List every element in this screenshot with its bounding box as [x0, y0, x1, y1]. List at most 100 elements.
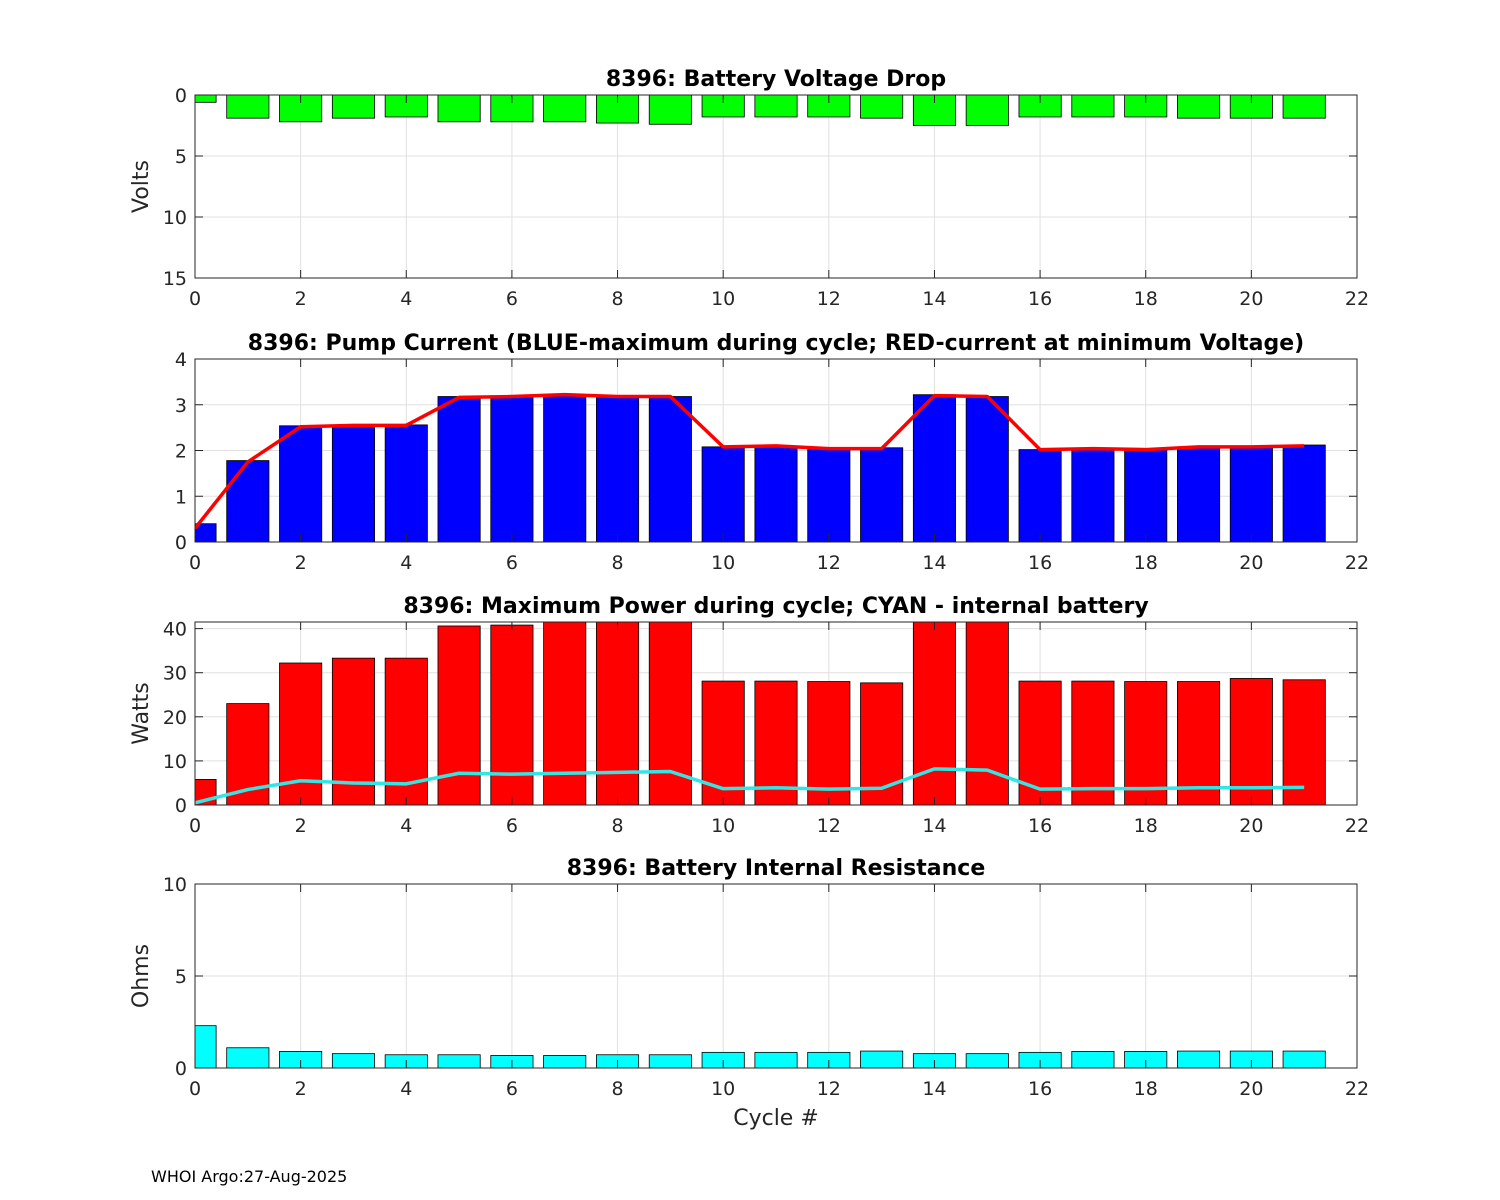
- x-tick-label: 18: [1134, 815, 1158, 837]
- bar: [860, 1050, 904, 1068]
- bar: [648, 396, 692, 542]
- bar: [195, 523, 217, 542]
- bar: [226, 95, 270, 119]
- bar: [226, 460, 270, 542]
- bar: [1177, 681, 1221, 805]
- bar: [965, 1053, 1009, 1068]
- bar: [1282, 444, 1326, 542]
- y-tick-label: 2: [175, 441, 187, 463]
- plot-area: [195, 622, 1326, 805]
- series-line: [195, 767, 1305, 805]
- bar: [1229, 95, 1273, 119]
- x-tick-label: 8: [611, 552, 623, 574]
- bar: [1018, 680, 1062, 805]
- series-line: [195, 392, 1305, 530]
- bar: [1177, 95, 1221, 119]
- y-tick-label: 30: [163, 663, 187, 685]
- axes-frame: [194, 621, 1358, 806]
- chart-title: 8396: Maximum Power during cycle; CYAN -…: [403, 594, 1148, 619]
- chart-title: 8396: Battery Voltage Drop: [606, 67, 946, 92]
- y-tick-label: 4: [175, 349, 187, 371]
- bar: [1177, 1050, 1221, 1068]
- bar: [1124, 449, 1168, 542]
- x-tick-label: 22: [1345, 1078, 1369, 1100]
- x-tick-label: 2: [295, 815, 307, 837]
- x-tick-label: 2: [295, 552, 307, 574]
- bar: [1071, 680, 1115, 805]
- chart-title: 8396: Pump Current (BLUE-maximum during …: [248, 331, 1304, 356]
- x-tick-label: 4: [400, 1078, 412, 1100]
- bar: [437, 396, 481, 542]
- y-tick-label: 5: [175, 966, 187, 988]
- bar: [1018, 449, 1062, 542]
- x-tick-label: 10: [711, 815, 735, 837]
- y-tick-label: 10: [163, 874, 187, 896]
- bar: [1282, 95, 1326, 119]
- y-tick-label: 40: [163, 619, 187, 641]
- x-tick-label: 4: [400, 288, 412, 310]
- bar: [437, 625, 481, 805]
- x-tick-label: 14: [922, 288, 946, 310]
- x-tick-label: 8: [611, 1078, 623, 1100]
- bar: [701, 446, 745, 542]
- x-tick-label: 16: [1028, 552, 1052, 574]
- y-axis-label: Ohms: [129, 944, 154, 1008]
- x-tick-label: 18: [1134, 1078, 1158, 1100]
- x-tick-label: 12: [817, 1078, 841, 1100]
- bar: [807, 681, 851, 805]
- bar: [1282, 1050, 1326, 1068]
- x-tick-label: 0: [189, 815, 201, 837]
- bar: [226, 1047, 270, 1068]
- plot-area: [195, 95, 1326, 126]
- bar: [754, 445, 798, 542]
- chart-panel-3: 0 2 4 6 8 10 12 14 16 18 20 22 0 10 20 30 40 8396: Maximu…: [129, 594, 1369, 837]
- x-tick-label: 10: [711, 288, 735, 310]
- bar: [331, 95, 375, 119]
- bar: [1124, 95, 1168, 118]
- bar: [701, 680, 745, 805]
- x-tick-label: 6: [506, 288, 518, 310]
- x-tick-label: 20: [1239, 1078, 1263, 1100]
- x-tick-label: 6: [506, 815, 518, 837]
- bar: [860, 447, 904, 542]
- y-tick-label: 0: [175, 795, 187, 817]
- bar: [543, 1055, 587, 1068]
- x-tick-label: 4: [400, 552, 412, 574]
- y-tick-label: 15: [163, 268, 187, 290]
- x-tick-label: 10: [711, 1078, 735, 1100]
- chart-panel-1: 0 2 4 6 8 10 12 14 16 18 20 22 0 5 10 15 8396: Battery V…: [129, 67, 1369, 310]
- y-tick-label: 10: [163, 751, 187, 773]
- bar: [331, 657, 375, 805]
- bar: [1018, 95, 1062, 118]
- bar: [195, 1025, 217, 1068]
- x-tick-label: 14: [922, 552, 946, 574]
- bar: [965, 396, 1009, 542]
- x-axis-label: Cycle #: [733, 1106, 819, 1131]
- bar: [754, 1051, 798, 1068]
- bar: [912, 622, 956, 805]
- x-tick-label: 0: [189, 1078, 201, 1100]
- x-tick-label: 0: [189, 552, 201, 574]
- bar: [384, 424, 428, 542]
- x-tick-label: 20: [1239, 552, 1263, 574]
- axes-frame: [194, 94, 1358, 279]
- bar: [1071, 1051, 1115, 1068]
- x-tick-label: 8: [611, 815, 623, 837]
- bar: [807, 95, 851, 118]
- bar: [543, 95, 587, 123]
- x-tick-label: 22: [1345, 552, 1369, 574]
- bar: [437, 1054, 481, 1068]
- x-tick-label: 4: [400, 815, 412, 837]
- bar: [490, 624, 534, 805]
- bar: [543, 394, 587, 542]
- bar: [1177, 446, 1221, 542]
- y-tick-label: 1: [175, 486, 187, 508]
- bar: [1229, 1050, 1273, 1068]
- bar: [437, 95, 481, 123]
- y-tick-label: 0: [175, 1058, 187, 1080]
- chart-panel-4: 0 2 4 6 8 10 12 14 16 18 20 22 0 5 10 8396: Battery Int…: [129, 856, 1369, 1131]
- bar: [1124, 681, 1168, 805]
- x-tick-label: 22: [1345, 815, 1369, 837]
- bar: [1071, 95, 1115, 118]
